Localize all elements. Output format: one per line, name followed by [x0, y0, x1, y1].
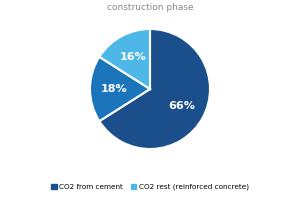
Text: 18%: 18%: [101, 84, 127, 94]
Wedge shape: [90, 57, 150, 121]
Title: construction phase: construction phase: [107, 3, 193, 12]
Legend: CO2 from cement, CO2 rest (reinforced concrete): CO2 from cement, CO2 rest (reinforced co…: [48, 181, 252, 193]
Wedge shape: [99, 29, 150, 89]
Text: 16%: 16%: [119, 52, 146, 62]
Text: 66%: 66%: [168, 101, 195, 111]
Wedge shape: [99, 29, 210, 149]
